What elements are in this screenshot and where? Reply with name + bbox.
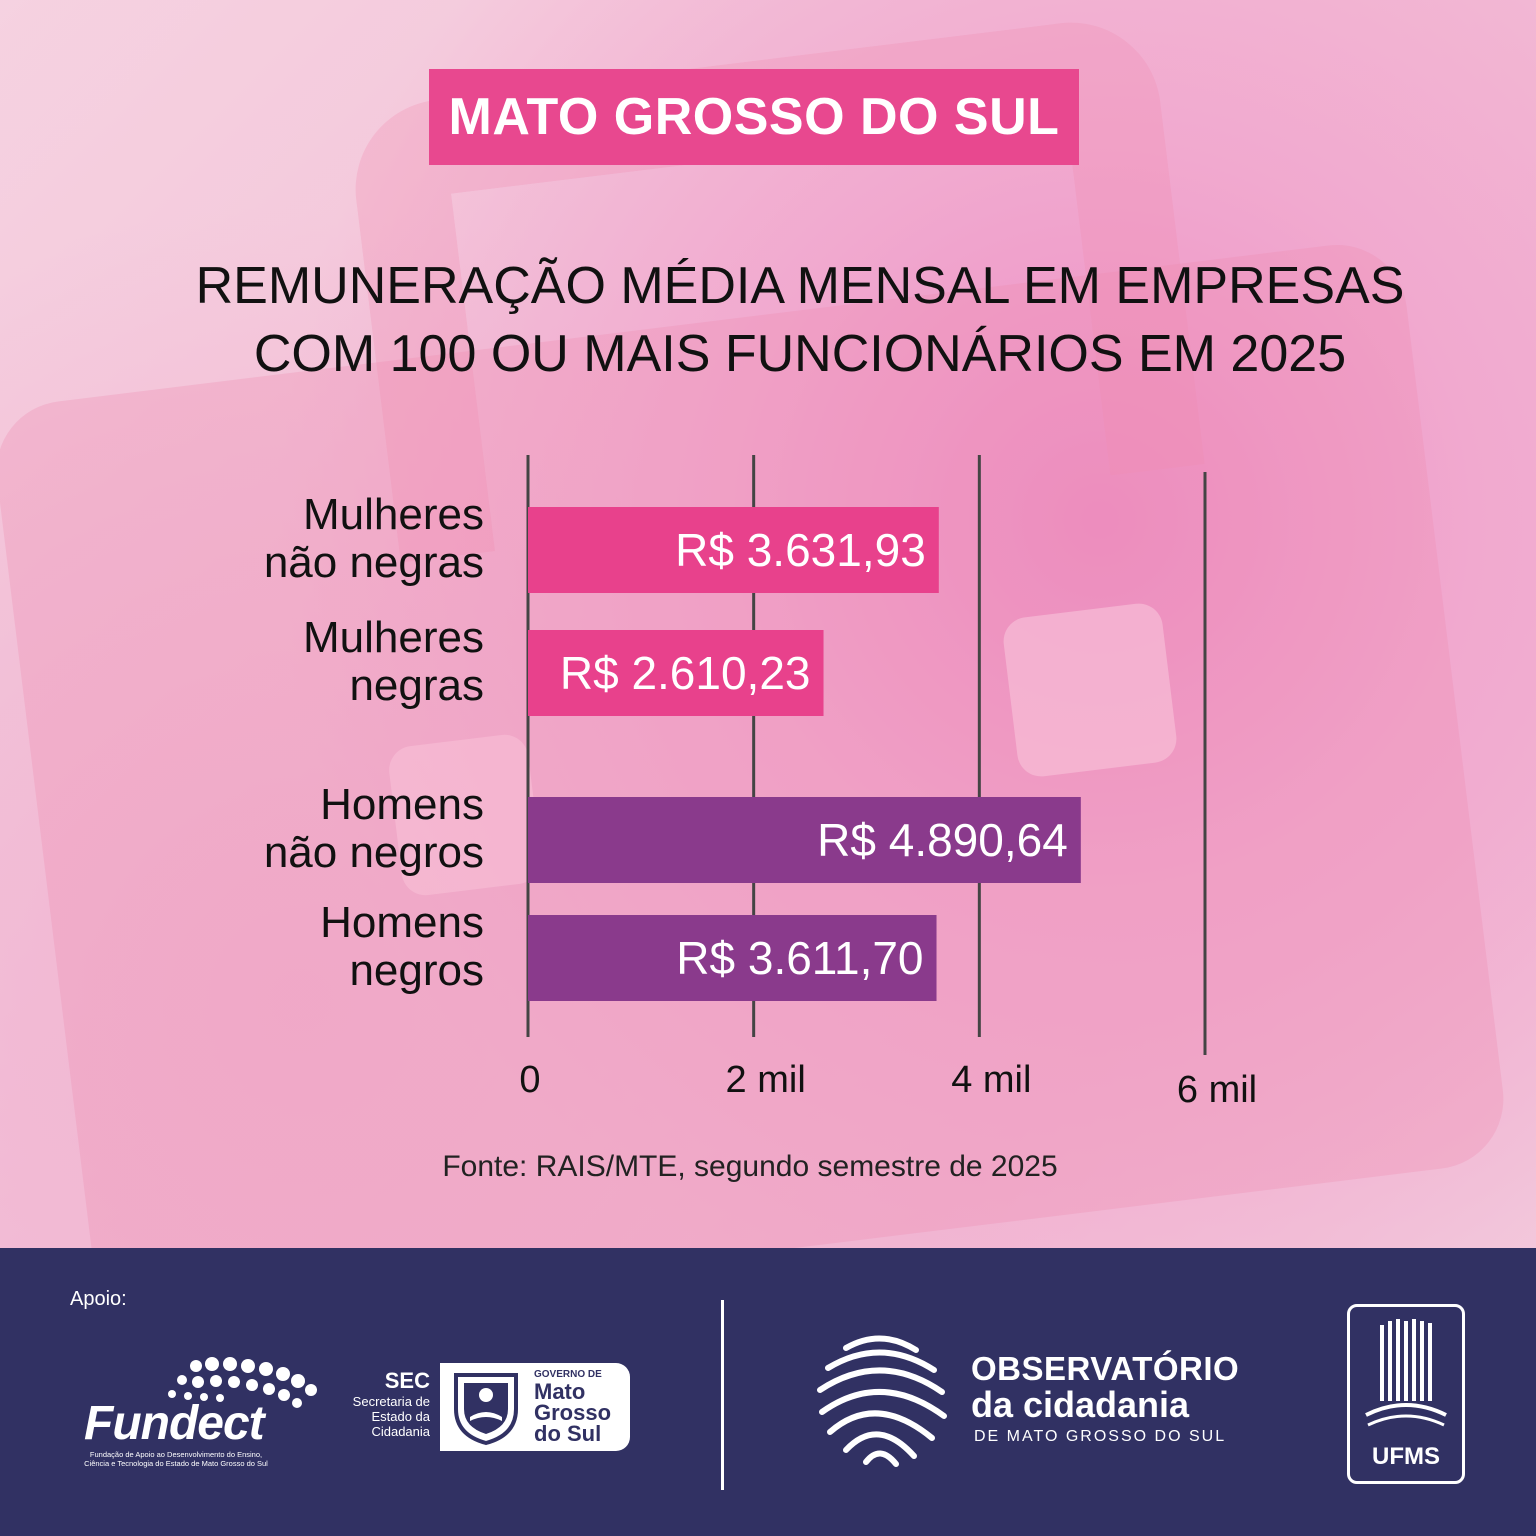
category-label-0-line-0: Mulheres — [303, 490, 484, 539]
fingerprint-map-icon — [817, 1335, 947, 1467]
category-label-2-line-0: Homens — [320, 780, 484, 829]
x-tick-label-2: 4 mil — [951, 1059, 1031, 1101]
category-label-2-line-1: não negros — [263, 828, 484, 877]
x-tick-label-1: 2 mil — [726, 1059, 806, 1101]
bar-value-label-3: R$ 3.611,70 — [676, 932, 923, 984]
x-tick-label-0: 0 — [519, 1059, 540, 1101]
coat-of-arms-icon — [454, 1373, 518, 1446]
category-label-1-line-0: Mulheres — [303, 613, 484, 662]
fundect-subtitle-line-1: Fundação de Apoio ao Desenvolvimento do … — [89, 1450, 263, 1459]
source-note: Fonte: RAIS/MTE, segundo semestre de 202… — [442, 1150, 1058, 1183]
category-label-3: Homens negros — [320, 899, 484, 995]
fundect-logo: Fundect Fundação de Apoio ao Desenvolvim… — [66, 1356, 317, 1468]
ufms-building-icon — [1365, 1319, 1447, 1427]
bar-value-label-0: R$ 3.631,93 — [675, 524, 926, 576]
sec-abbr: SEC — [384, 1368, 430, 1393]
government-badge: GOVERNO DE Mato Grosso do Sul — [440, 1363, 630, 1451]
sec-line-2: Estado da — [371, 1409, 430, 1424]
observatorio-title: OBSERVATÓRIO — [971, 1350, 1240, 1387]
footer-divider — [721, 1300, 724, 1490]
ufms-logo: UFMS — [1347, 1304, 1465, 1484]
category-label-2: Homens não negros — [264, 781, 484, 877]
region-banner: MATO GROSSO DO SUL — [429, 69, 1079, 165]
footer: Apoio: Fundect Fundação de Apoio ao Dese… — [0, 1248, 1536, 1536]
sec-text: SEC Secretaria de Estado da Cidadania — [340, 1368, 430, 1439]
bar-value-label-2: R$ 4.890,64 — [817, 814, 1068, 866]
bar-2 — [528, 797, 1081, 883]
category-label-1: Mulheres negras — [303, 614, 484, 710]
sec-logo: SEC Secretaria de Estado da Cidadania GO… — [340, 1363, 640, 1468]
fundect-subtitle: Fundação de Apoio ao Desenvolvimento do … — [66, 1450, 286, 1468]
chart-title: REMUNERAÇÃO MÉDIA MENSAL EM EMPRESAS COM… — [100, 252, 1500, 388]
bar-chart: 0 2 mil 4 mil 6 mil R$ 3.631,93 R$ 2.610,23 R$… — [264, 455, 1257, 1111]
chart-title-line-1: REMUNERAÇÃO MÉDIA MENSAL EM EMPRESAS — [195, 257, 1405, 315]
category-label-3-line-0: Homens — [320, 898, 484, 947]
fundect-dots-icon — [168, 1357, 317, 1408]
fundect-wordmark: Fundect — [84, 1397, 265, 1450]
category-label-0: Mulheres não negras — [264, 491, 484, 587]
bar-1 — [528, 630, 824, 716]
observatorio-logo: OBSERVATÓRIO da cidadania DE MATO GROSSO… — [806, 1328, 1246, 1468]
category-label-1-line-1: negras — [349, 661, 484, 710]
category-label-3-line-1: negros — [349, 946, 484, 995]
bar-3 — [528, 915, 937, 1001]
government-name: Mato Grosso do Sul — [534, 1379, 612, 1446]
bar-chart-svg: 0 2 mil 4 mil 6 mil R$ 3.631,93 R$ 2.610,23 R$… — [519, 455, 1257, 1111]
chart-title-line-2: COM 100 OU MAIS FUNCIONÁRIOS EM 2025 — [253, 325, 1347, 383]
sec-line-1: Secretaria de — [352, 1394, 430, 1409]
x-tick-label-3: 6 mil — [1177, 1069, 1257, 1111]
fundect-subtitle-line-2: Ciência e Tecnologia do Estado de Mato G… — [84, 1459, 268, 1468]
government-name-line-1: Mato — [534, 1379, 586, 1404]
government-name-line-3: do Sul — [534, 1421, 602, 1446]
bar-value-label-1: R$ 2.610,23 — [560, 647, 811, 699]
region-banner-label: MATO GROSSO DO SUL — [448, 88, 1060, 146]
sec-line-3: Cidadania — [371, 1424, 430, 1439]
observatorio-region: DE MATO GROSSO DO SUL — [974, 1428, 1227, 1445]
apoio-label: Apoio: — [70, 1288, 127, 1310]
category-label-0-line-1: não negras — [263, 538, 484, 587]
government-label: GOVERNO DE — [534, 1369, 602, 1380]
ufms-wordmark: UFMS — [1372, 1443, 1440, 1470]
observatorio-subtitle: da cidadania — [971, 1384, 1190, 1425]
bar-0 — [528, 507, 939, 593]
government-name-line-2: Grosso — [534, 1400, 612, 1425]
